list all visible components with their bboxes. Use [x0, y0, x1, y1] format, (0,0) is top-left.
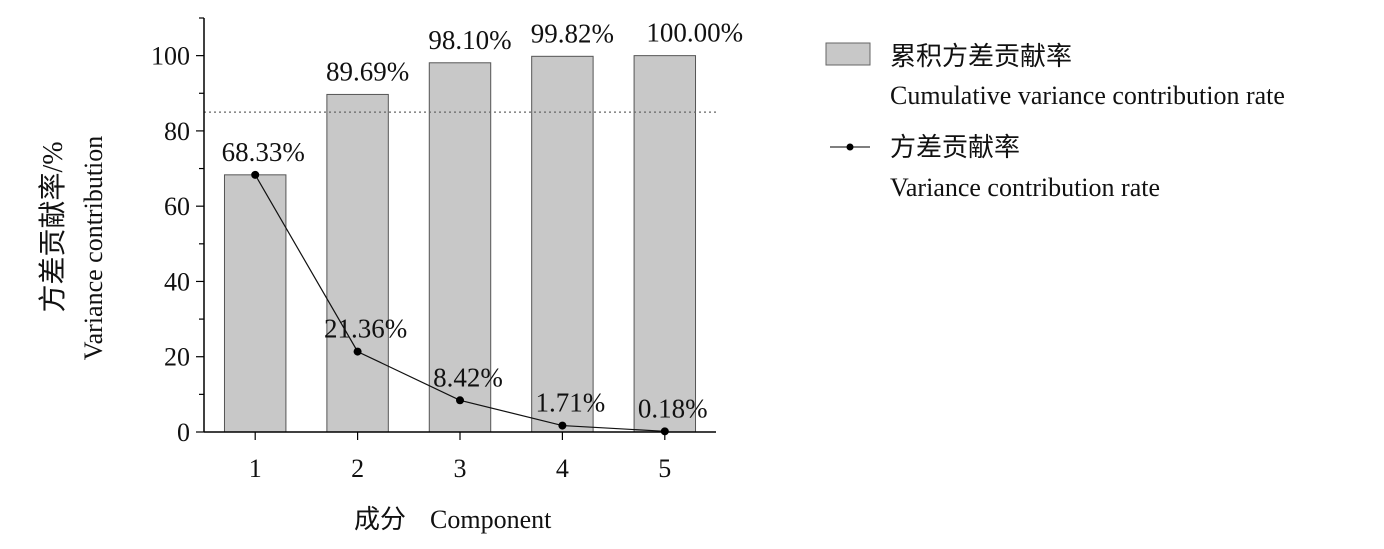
y-axis-title-cn: 方差贡献率/%: [37, 141, 69, 312]
bar-1: [223, 174, 287, 433]
cumulative-label-3: 98.10%: [428, 25, 511, 55]
x-tick-label-2: 2: [351, 454, 364, 483]
y-tick-label-80: 80: [164, 117, 190, 146]
bar-2: [326, 93, 389, 433]
plot-area: 0 20 40 60 80 100 1 2 3 4 5 68.33% 21.36% 8.42% 1.71% 0…: [151, 17, 743, 483]
variance-point-2: [353, 347, 362, 356]
legend-line-label-en: Variance contribution rate: [890, 173, 1160, 202]
variance-label-5: 0.18%: [638, 393, 708, 423]
y-tick-label-40: 40: [164, 267, 190, 296]
legend-line-marker: [846, 143, 854, 151]
variance-point-5: [660, 427, 669, 436]
bar-3: [428, 62, 492, 433]
y-tick-label-60: 60: [164, 192, 190, 221]
x-axis-title-cn: 成分: [354, 505, 406, 534]
x-axis-title-en: Component: [430, 505, 552, 534]
variance-point-3: [456, 396, 464, 405]
variance-label-2: 21.36%: [324, 314, 407, 344]
variance-label-4: 1.71%: [536, 388, 606, 418]
variance-point-1: [251, 170, 260, 179]
legend-line-label-cn: 方差贡献率: [890, 133, 1020, 162]
legend-bar-swatch: [825, 42, 871, 66]
legend-bar-label-en: Cumulative variance contribution rate: [890, 81, 1285, 110]
cumulative-label-4: 99.82%: [531, 18, 614, 48]
x-tick-label-4: 4: [556, 454, 569, 483]
cumulative-label-5: 100.00%: [646, 18, 743, 48]
legend: 累积方差贡献率 Cumulative variance contribution…: [825, 42, 1285, 202]
legend-bar-label-cn: 累积方差贡献率: [890, 42, 1072, 71]
y-tick-label-0: 0: [177, 418, 190, 447]
y-tick-label-100: 100: [151, 42, 190, 71]
cumulative-label-2: 89.69%: [326, 56, 409, 86]
variance-label-1: 68.33%: [222, 137, 305, 167]
x-tick-label-1: 1: [249, 454, 262, 483]
y-tick-label-20: 20: [164, 343, 190, 372]
variance-label-3: 8.42%: [433, 362, 503, 392]
y-axis-title-en: Variance contribution: [79, 136, 108, 361]
x-tick-label-5: 5: [658, 454, 671, 483]
bar-4: [531, 55, 594, 433]
bar-5: [633, 55, 697, 433]
x-tick-label-3: 3: [454, 454, 467, 483]
variance-point-4: [558, 421, 567, 430]
